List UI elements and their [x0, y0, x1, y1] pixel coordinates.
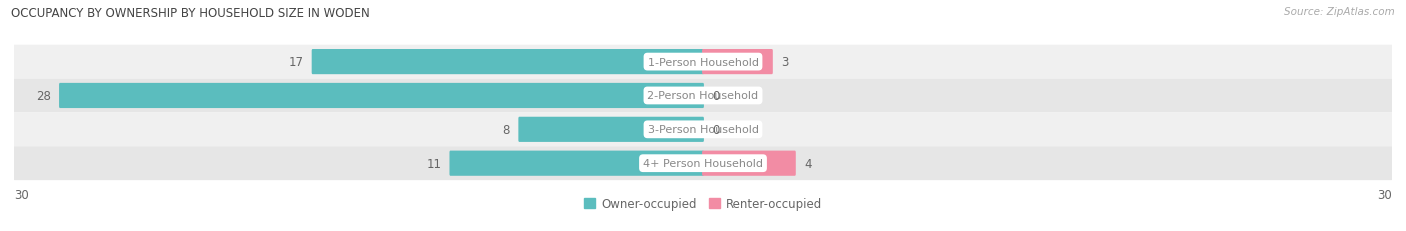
FancyBboxPatch shape: [519, 117, 704, 142]
Text: 30: 30: [14, 188, 28, 201]
Text: 3-Person Household: 3-Person Household: [648, 125, 758, 135]
Text: 3: 3: [782, 56, 789, 69]
FancyBboxPatch shape: [13, 113, 1393, 147]
FancyBboxPatch shape: [450, 151, 704, 176]
Text: 28: 28: [37, 90, 51, 103]
Text: 1-Person Household: 1-Person Household: [648, 57, 758, 67]
Text: 11: 11: [426, 157, 441, 170]
FancyBboxPatch shape: [702, 50, 773, 75]
FancyBboxPatch shape: [312, 50, 704, 75]
FancyBboxPatch shape: [702, 151, 796, 176]
Text: OCCUPANCY BY OWNERSHIP BY HOUSEHOLD SIZE IN WODEN: OCCUPANCY BY OWNERSHIP BY HOUSEHOLD SIZE…: [11, 7, 370, 20]
Text: 0: 0: [713, 123, 720, 136]
Text: 4+ Person Household: 4+ Person Household: [643, 158, 763, 168]
Text: Source: ZipAtlas.com: Source: ZipAtlas.com: [1284, 7, 1395, 17]
FancyBboxPatch shape: [13, 79, 1393, 113]
FancyBboxPatch shape: [13, 147, 1393, 180]
Text: 8: 8: [503, 123, 510, 136]
FancyBboxPatch shape: [13, 46, 1393, 79]
Text: 4: 4: [804, 157, 811, 170]
FancyBboxPatch shape: [59, 84, 704, 109]
Text: 2-Person Household: 2-Person Household: [647, 91, 759, 101]
Text: 0: 0: [713, 90, 720, 103]
Text: 17: 17: [288, 56, 304, 69]
Text: 30: 30: [1378, 188, 1392, 201]
Legend: Owner-occupied, Renter-occupied: Owner-occupied, Renter-occupied: [583, 197, 823, 210]
